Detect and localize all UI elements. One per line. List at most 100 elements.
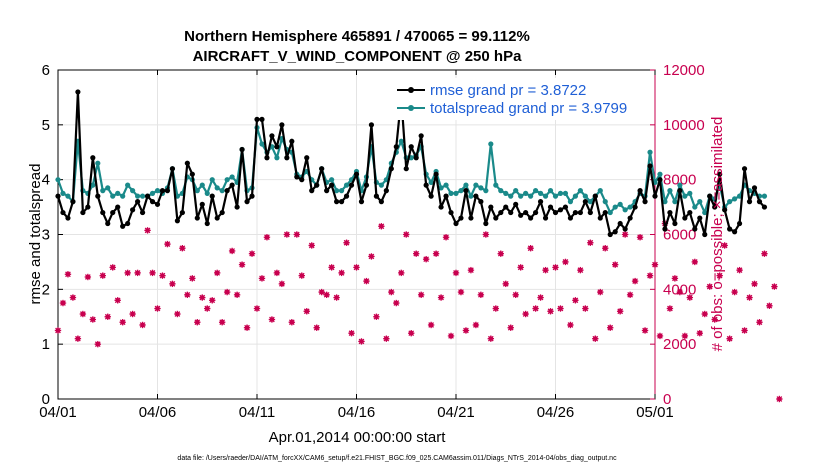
obs-point-circle bbox=[657, 333, 663, 339]
totalspread-point bbox=[572, 193, 579, 199]
totalspread-point bbox=[547, 188, 554, 194]
obs-point-circle bbox=[777, 396, 782, 402]
obs-point-circle bbox=[324, 292, 329, 298]
rmse-point bbox=[537, 199, 544, 205]
obs-point-circle bbox=[209, 298, 215, 303]
obs-point bbox=[621, 231, 629, 238]
x-tick-label: 04/16 bbox=[338, 404, 376, 421]
obs-point bbox=[641, 327, 649, 334]
obs-point-circle bbox=[95, 341, 101, 347]
totalspread-point bbox=[453, 190, 459, 196]
rmse-point bbox=[254, 116, 260, 122]
totalspread-line bbox=[56, 126, 765, 214]
rmse-point bbox=[617, 220, 623, 227]
rmse-point bbox=[513, 201, 519, 207]
obs-point bbox=[124, 269, 131, 277]
obs-point bbox=[616, 308, 624, 315]
totalspread-point bbox=[378, 182, 384, 188]
rmse-point bbox=[204, 220, 210, 227]
y-right-tick-label: 6000 bbox=[663, 227, 696, 244]
obs-point-circle bbox=[229, 248, 235, 254]
rmse-point bbox=[189, 171, 195, 177]
rmse-point bbox=[169, 166, 176, 172]
obs-point bbox=[612, 261, 619, 268]
obs-point bbox=[607, 324, 614, 331]
rmse-point bbox=[269, 133, 275, 139]
obs-point bbox=[482, 231, 490, 238]
rmse-point bbox=[597, 215, 603, 221]
legend-label-rmse: rmse grand pr = 3.8722 bbox=[430, 82, 586, 99]
obs-point bbox=[368, 253, 375, 260]
obs-point bbox=[323, 291, 330, 299]
obs-point bbox=[253, 305, 261, 312]
obs-point-circle bbox=[190, 276, 195, 281]
rmse-point bbox=[756, 199, 763, 205]
obs-point bbox=[84, 273, 92, 281]
rmse-point bbox=[677, 188, 683, 194]
obs-point-circle bbox=[548, 308, 553, 314]
obs-point-circle bbox=[578, 267, 583, 273]
obs-point bbox=[756, 319, 763, 326]
rmse-point bbox=[329, 182, 335, 188]
totalspread-point bbox=[135, 193, 141, 199]
obs-point bbox=[104, 313, 111, 320]
obs-point-circle bbox=[344, 240, 349, 246]
obs-point bbox=[731, 288, 738, 296]
obs-point-circle bbox=[752, 281, 757, 287]
obs-point bbox=[422, 255, 430, 263]
obs-point-circle bbox=[349, 330, 354, 336]
obs-point-circle bbox=[732, 289, 737, 295]
totalspread-point bbox=[473, 182, 479, 188]
rmse-point bbox=[448, 209, 454, 216]
rmse-point bbox=[309, 188, 315, 194]
obs-point-circle bbox=[707, 284, 713, 289]
obs-point bbox=[557, 305, 564, 312]
obs-point-circle bbox=[602, 245, 608, 251]
y-tick-label: 1 bbox=[42, 336, 50, 353]
obs-point-circle bbox=[379, 223, 384, 229]
y-axis-ticks: 0 1 2 3 4 5 6 bbox=[42, 62, 63, 408]
obs-point-circle bbox=[65, 271, 71, 277]
totalspread-point bbox=[478, 185, 484, 191]
obs-point-circle bbox=[617, 308, 623, 314]
totalspread-point bbox=[542, 193, 549, 199]
obs-point bbox=[567, 321, 574, 329]
rmse-point bbox=[443, 193, 449, 199]
rmse-point bbox=[582, 199, 588, 205]
rmse-point bbox=[368, 122, 375, 128]
rmse-point bbox=[741, 166, 748, 172]
obs-point-circle bbox=[513, 292, 519, 298]
rmse-point bbox=[348, 182, 355, 188]
obs-point bbox=[383, 335, 390, 342]
totalspread-point bbox=[612, 204, 618, 210]
obs-point-circle bbox=[398, 270, 404, 276]
obs-point-circle bbox=[747, 295, 752, 300]
obs-point-circle bbox=[702, 311, 708, 317]
obs-point bbox=[288, 319, 296, 326]
obs-point-circle bbox=[90, 317, 96, 322]
obs-point bbox=[751, 280, 758, 288]
obs-point-circle bbox=[508, 325, 514, 331]
y-tick-label: 6 bbox=[42, 62, 50, 79]
obs-point bbox=[602, 245, 609, 252]
legend-marker-totalspread bbox=[408, 105, 414, 111]
obs-point-circle bbox=[607, 325, 613, 331]
obs-point bbox=[199, 294, 206, 301]
rmse-point bbox=[533, 209, 539, 216]
obs-point-circle bbox=[443, 234, 449, 240]
totalspread-point bbox=[149, 190, 156, 196]
totalspread-point bbox=[448, 190, 454, 196]
totalspread-point bbox=[582, 193, 588, 199]
obs-point bbox=[318, 288, 325, 296]
rmse-point bbox=[662, 226, 668, 232]
totalspread-point bbox=[120, 193, 126, 199]
rmse-point bbox=[498, 209, 504, 216]
obs-point bbox=[577, 266, 584, 274]
totalspread-point bbox=[468, 193, 474, 199]
rmse-point bbox=[602, 209, 608, 216]
rmse-point bbox=[647, 163, 653, 169]
legend-marker-rmse bbox=[408, 87, 414, 93]
obs-point bbox=[646, 272, 654, 279]
totalspread-point bbox=[647, 149, 653, 155]
obs-point bbox=[99, 272, 106, 279]
